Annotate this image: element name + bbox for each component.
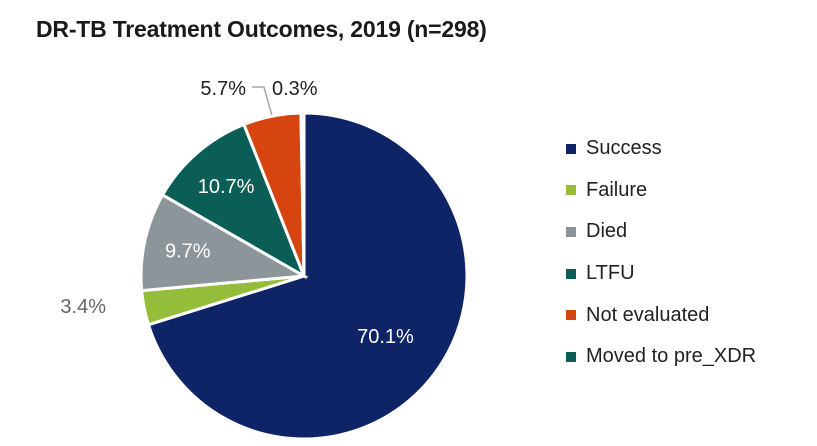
pie-slice-ltfu bbox=[160, 122, 307, 280]
legend-swatch bbox=[566, 268, 576, 279]
legend-item-moved-to-pre-xdr: Moved to pre_XDR bbox=[566, 336, 756, 378]
pie-slice-died bbox=[139, 192, 309, 293]
slice-label-moved-to-pre-xdr: 0.3% bbox=[272, 78, 318, 100]
legend-label: Failure bbox=[586, 178, 648, 201]
legend-item-ltfu: LTFU bbox=[566, 253, 756, 295]
slice-label-failure: 3.4% bbox=[60, 296, 106, 318]
legend-label: Died bbox=[586, 220, 628, 243]
legend-swatch bbox=[566, 226, 576, 237]
slice-labels: 70.1% 3.4% 9.7% 10.7% 5.7% 0.3% bbox=[60, 78, 414, 348]
legend-item-not-evaluated: Not evaluated bbox=[566, 294, 756, 336]
legend: Success Failure Died LTFU Not evaluated Moved… bbox=[566, 128, 756, 378]
legend-label: Moved to pre_XDR bbox=[586, 345, 757, 368]
leader-line-not-evaluated bbox=[252, 86, 273, 116]
slice-label-died: 9.7% bbox=[165, 241, 211, 263]
legend-label: Success bbox=[586, 137, 662, 160]
pie-slice-moved-to-pre-xdr bbox=[299, 111, 306, 277]
chart-title: DR-TB Treatment Outcomes, 2019 (n=298) bbox=[36, 16, 487, 42]
leader-lines bbox=[252, 86, 273, 116]
legend-item-success: Success bbox=[566, 128, 756, 170]
legend-label: LTFU bbox=[586, 262, 635, 285]
legend-swatch bbox=[566, 185, 576, 196]
pie-slices bbox=[139, 111, 469, 441]
legend-item-died: Died bbox=[566, 211, 756, 253]
legend-label: Not evaluated bbox=[586, 303, 710, 326]
slice-label-not-evaluated: 5.7% bbox=[200, 78, 246, 100]
legend-swatch bbox=[566, 351, 576, 362]
legend-item-failure: Failure bbox=[566, 170, 756, 212]
legend-swatch bbox=[566, 310, 576, 321]
slice-label-success: 70.1% bbox=[357, 326, 414, 348]
pie-slice-success bbox=[146, 111, 469, 441]
legend-swatch bbox=[566, 143, 576, 154]
slice-label-ltfu: 10.7% bbox=[198, 176, 255, 198]
